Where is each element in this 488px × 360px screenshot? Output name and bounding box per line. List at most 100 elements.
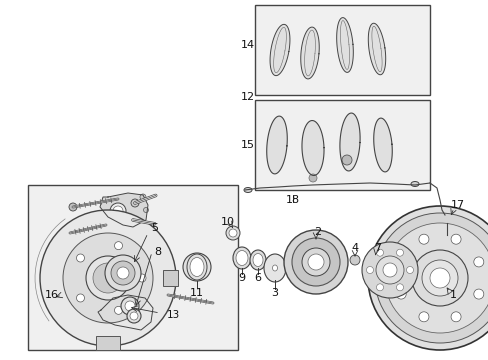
Ellipse shape: [186, 254, 206, 280]
Circle shape: [396, 249, 403, 256]
Bar: [254, 100, 429, 190]
Circle shape: [473, 289, 483, 299]
Bar: [28, 185, 238, 350]
Circle shape: [429, 268, 449, 288]
Circle shape: [183, 253, 210, 281]
Polygon shape: [100, 193, 148, 227]
Circle shape: [63, 233, 153, 323]
Text: 10: 10: [221, 217, 235, 227]
Polygon shape: [266, 116, 286, 174]
Circle shape: [131, 304, 142, 316]
Bar: [254, 5, 429, 95]
Text: 18: 18: [285, 195, 300, 205]
Circle shape: [98, 264, 114, 280]
Ellipse shape: [112, 300, 117, 309]
Circle shape: [450, 312, 460, 322]
Circle shape: [163, 291, 172, 299]
Ellipse shape: [410, 181, 418, 186]
Circle shape: [411, 250, 467, 306]
Circle shape: [421, 260, 457, 296]
Text: 1: 1: [448, 290, 456, 300]
Circle shape: [66, 229, 74, 237]
Circle shape: [284, 230, 347, 294]
Circle shape: [366, 266, 373, 274]
Circle shape: [187, 258, 205, 276]
Circle shape: [93, 263, 123, 293]
Bar: [163, 270, 178, 286]
Circle shape: [228, 229, 237, 237]
Circle shape: [79, 259, 101, 281]
Circle shape: [114, 306, 122, 314]
Circle shape: [111, 261, 135, 285]
Bar: [96, 336, 120, 350]
Circle shape: [86, 256, 130, 300]
Circle shape: [117, 308, 125, 316]
Circle shape: [341, 155, 351, 165]
Text: 12: 12: [241, 92, 255, 102]
Circle shape: [376, 284, 383, 291]
Circle shape: [418, 234, 428, 244]
Text: 6: 6: [254, 273, 261, 283]
Circle shape: [113, 206, 123, 216]
Polygon shape: [336, 18, 353, 72]
Text: 4: 4: [351, 243, 358, 253]
Circle shape: [376, 249, 383, 256]
Text: 8: 8: [154, 247, 161, 257]
Ellipse shape: [244, 188, 251, 193]
Circle shape: [349, 255, 359, 265]
Circle shape: [87, 279, 105, 297]
Circle shape: [395, 257, 406, 267]
Polygon shape: [269, 24, 289, 76]
Circle shape: [441, 213, 451, 223]
Ellipse shape: [139, 298, 142, 306]
Circle shape: [375, 256, 403, 284]
Circle shape: [114, 305, 128, 319]
Text: 7: 7: [374, 243, 381, 253]
Circle shape: [127, 309, 141, 323]
Circle shape: [442, 234, 450, 242]
Polygon shape: [367, 23, 385, 75]
Circle shape: [133, 306, 140, 314]
Text: 17: 17: [450, 200, 464, 210]
Circle shape: [473, 257, 483, 267]
Circle shape: [40, 210, 176, 346]
Text: 11: 11: [190, 288, 203, 298]
Ellipse shape: [232, 247, 250, 269]
Text: 14: 14: [241, 40, 255, 50]
Polygon shape: [302, 121, 324, 175]
Circle shape: [370, 258, 378, 266]
Circle shape: [110, 203, 126, 219]
Text: 9: 9: [238, 273, 245, 283]
Polygon shape: [373, 118, 391, 172]
Text: 16: 16: [45, 290, 59, 300]
Circle shape: [143, 207, 148, 212]
Polygon shape: [98, 295, 153, 330]
Circle shape: [374, 213, 488, 343]
Polygon shape: [339, 113, 359, 171]
Circle shape: [121, 297, 139, 315]
Text: 15: 15: [241, 140, 254, 150]
Ellipse shape: [272, 265, 277, 271]
Circle shape: [396, 284, 403, 291]
Circle shape: [418, 312, 428, 322]
Text: 5: 5: [151, 223, 158, 233]
Circle shape: [361, 242, 417, 298]
Circle shape: [83, 263, 97, 277]
Circle shape: [76, 294, 84, 302]
Circle shape: [130, 312, 138, 320]
Circle shape: [450, 234, 460, 244]
Circle shape: [307, 254, 324, 270]
Circle shape: [140, 194, 146, 200]
Circle shape: [76, 254, 84, 262]
Circle shape: [114, 242, 122, 250]
Circle shape: [302, 248, 329, 276]
Polygon shape: [300, 27, 319, 79]
Circle shape: [117, 267, 129, 279]
Circle shape: [308, 174, 316, 182]
Circle shape: [138, 274, 146, 282]
Circle shape: [125, 301, 135, 311]
Circle shape: [83, 275, 109, 301]
Circle shape: [129, 216, 137, 224]
Circle shape: [382, 263, 396, 277]
Circle shape: [406, 266, 413, 274]
